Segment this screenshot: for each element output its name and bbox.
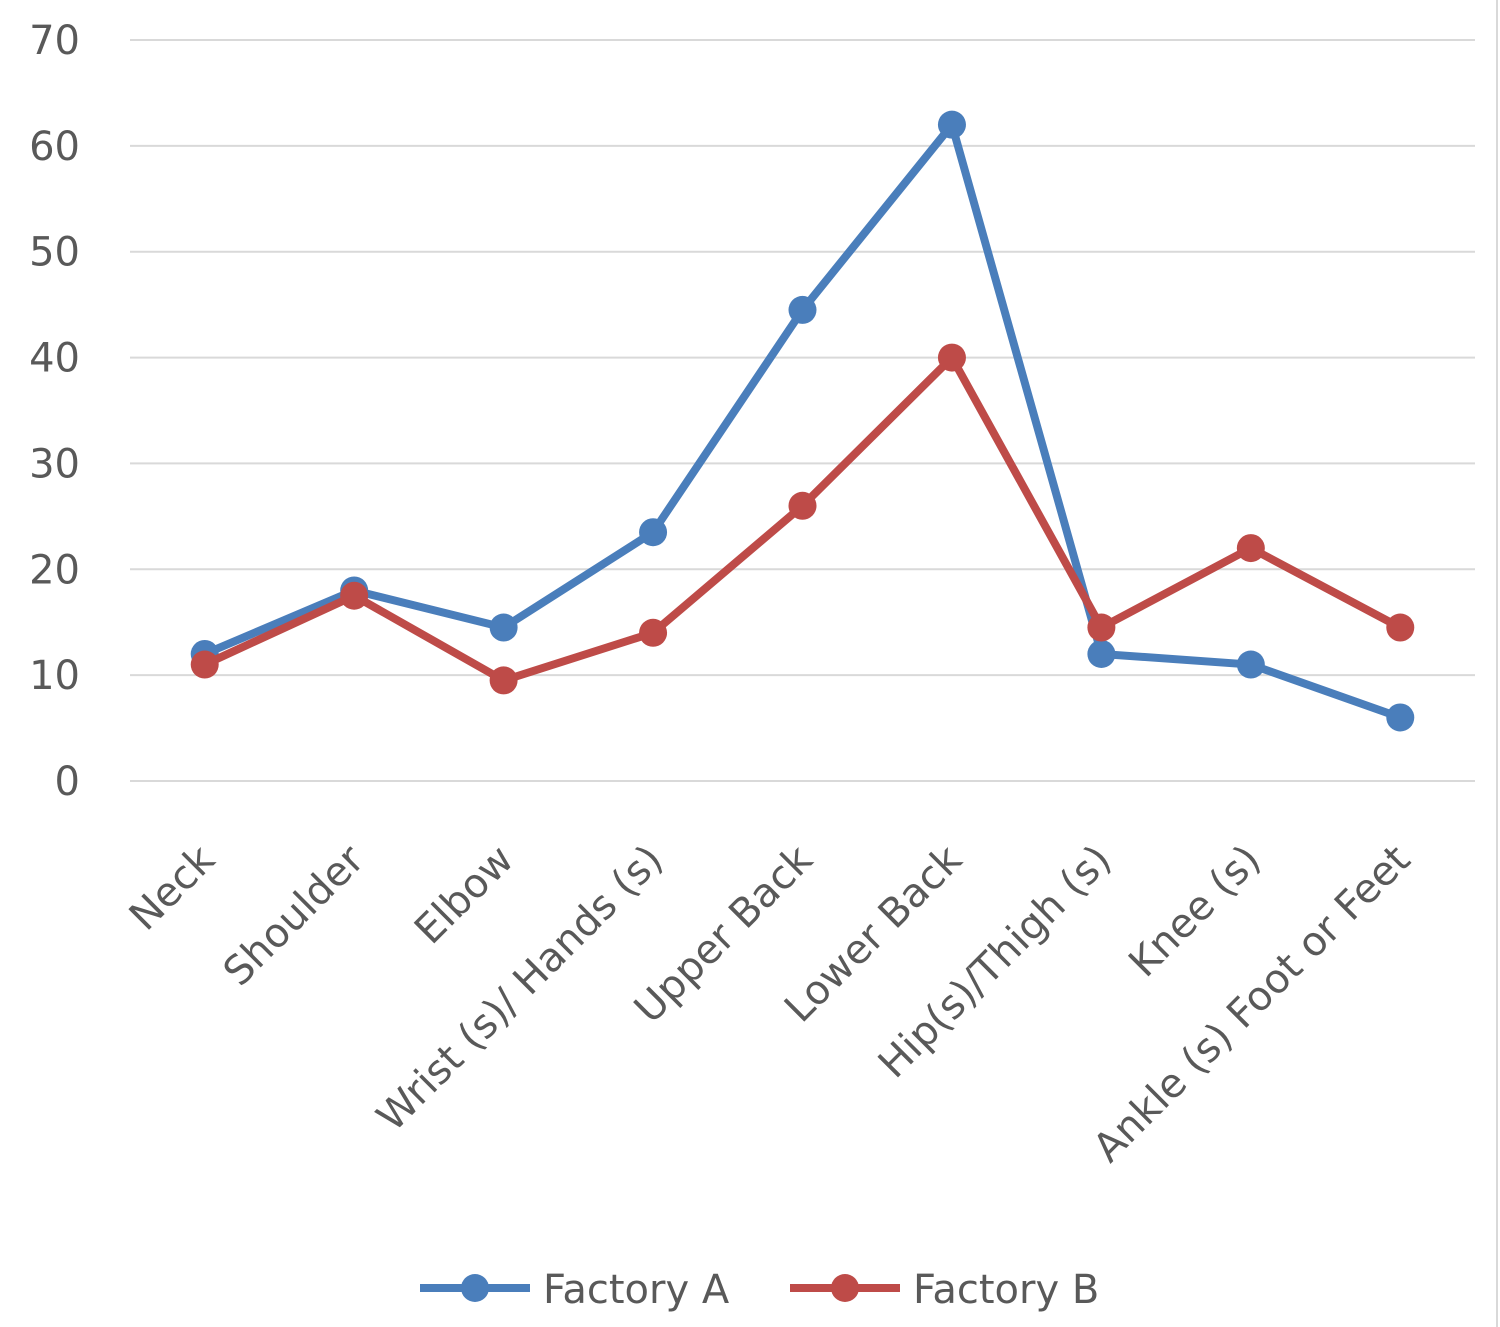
data-point xyxy=(639,618,668,647)
data-point xyxy=(937,110,966,139)
data-point xyxy=(489,613,518,642)
data-point xyxy=(1087,613,1116,642)
series-line xyxy=(200,120,1405,722)
data-point xyxy=(1386,613,1415,642)
legend-label: Factory B xyxy=(913,1267,1099,1313)
legend-marker xyxy=(831,1274,859,1302)
y-axis-tick-labels: 0 10 20 30 40 50 60 70 xyxy=(29,18,80,805)
x-tick-label: Shoulder xyxy=(215,836,374,995)
series-factory-a xyxy=(190,110,1415,732)
data-point xyxy=(1236,534,1265,563)
y-tick-label: 50 xyxy=(29,230,80,276)
data-point xyxy=(788,295,817,324)
data-point xyxy=(1386,703,1415,732)
legend-label: Factory A xyxy=(543,1267,730,1313)
y-tick-label: 10 xyxy=(29,653,80,699)
y-tick-label: 0 xyxy=(55,759,80,805)
data-point xyxy=(639,518,668,547)
y-tick-label: 70 xyxy=(29,18,80,64)
legend-item: Factory A xyxy=(420,1267,730,1313)
x-tick-label: Wrist (s)/ Hands (s) xyxy=(368,837,672,1141)
legend-marker xyxy=(461,1274,489,1302)
legend-item: Factory B xyxy=(790,1267,1099,1313)
y-tick-label: 20 xyxy=(29,547,80,593)
series-factory-b xyxy=(190,343,1415,695)
data-point xyxy=(489,666,518,695)
x-tick-label: Neck xyxy=(121,836,225,940)
data-point xyxy=(937,343,966,372)
y-tick-label: 60 xyxy=(29,124,80,170)
data-point xyxy=(788,491,817,520)
data-point xyxy=(1236,650,1265,679)
y-tick-label: 40 xyxy=(29,336,80,382)
y-tick-label: 30 xyxy=(29,441,80,487)
data-point xyxy=(190,650,219,679)
legend: Factory A Factory B xyxy=(420,1267,1099,1313)
data-point xyxy=(340,581,369,610)
gridlines xyxy=(130,39,1475,782)
series-lines xyxy=(190,110,1415,732)
x-tick-label: Elbow xyxy=(406,837,523,954)
data-point xyxy=(1087,639,1116,668)
x-tick-label: Knee (s) xyxy=(1120,837,1270,987)
